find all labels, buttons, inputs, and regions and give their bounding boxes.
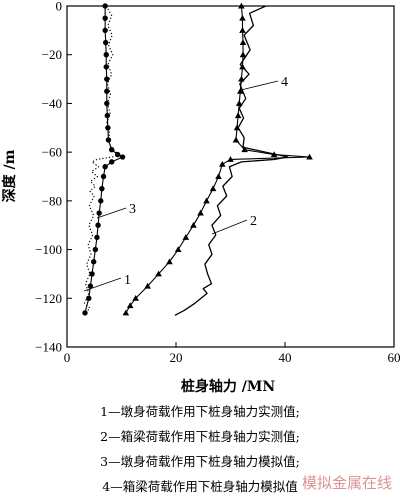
y-tick-label: −60 <box>42 145 62 160</box>
series-3-point <box>108 159 115 165</box>
legend-item-2: 2—箱梁荷载作用下桩身轴力实测值; <box>100 429 300 444</box>
label-leader-4 <box>240 80 279 91</box>
legend-item-3: 3—墩身荷载作用下桩身轴力模拟值; <box>100 454 300 469</box>
series-4-point <box>182 234 190 240</box>
series-4-point <box>237 87 244 94</box>
series-3-point <box>104 112 111 119</box>
y-tick-label: −20 <box>42 47 62 62</box>
series-4-point <box>209 185 217 192</box>
label-leader-1 <box>83 277 122 292</box>
y-tick-label: −140 <box>35 340 62 355</box>
series-4-point <box>239 63 246 70</box>
series-3-point <box>96 210 102 216</box>
y-axis-ticks: 0 −20 −40 −60 −80 −100 −120 −140 <box>35 0 72 355</box>
series-4-point <box>232 136 240 143</box>
series-3-point <box>104 100 110 107</box>
series-layer <box>82 2 313 316</box>
series-4-point <box>132 294 139 301</box>
series-4-point <box>234 112 242 119</box>
series-4-point <box>174 246 182 253</box>
legend-item-1: 1—墩身荷载作用下桩身轴力实测值; <box>100 404 300 419</box>
label-leader-2 <box>211 219 248 235</box>
series-4-point <box>241 146 248 153</box>
series-line-2 <box>174 5 289 316</box>
series-4-point <box>239 39 247 46</box>
series-3-point <box>103 64 109 70</box>
series-4-point <box>215 173 222 179</box>
series-4-point <box>219 161 226 167</box>
series-3-point <box>102 39 109 46</box>
series-3-point <box>94 234 100 241</box>
series-3-point <box>98 198 104 204</box>
y-tick-label: −120 <box>35 291 62 306</box>
series-3-point <box>105 137 112 143</box>
series-3-point <box>108 147 115 153</box>
series-line-3 <box>84 6 124 314</box>
series-3-point <box>87 283 94 289</box>
series-4-point <box>233 124 241 131</box>
series-3-point <box>114 151 121 158</box>
series-4-point <box>239 27 246 33</box>
series-4-point <box>126 302 134 309</box>
series-4-point <box>235 100 243 106</box>
series-line-4 <box>125 5 311 314</box>
series-4-point <box>227 156 234 162</box>
series-4-point <box>239 14 246 21</box>
curve-label-4: 4 <box>281 75 288 90</box>
series-4-point <box>306 153 313 160</box>
series-4-point <box>155 270 162 277</box>
series-4-point <box>203 197 210 204</box>
series-3-point <box>104 76 110 82</box>
series-line-1 <box>83 5 120 314</box>
series-3-point <box>103 52 109 58</box>
curve-label-3: 3 <box>129 202 136 217</box>
series-4-point <box>197 209 204 216</box>
series-3-point <box>102 27 108 34</box>
series-3-point <box>104 88 110 94</box>
x-tick-label: 20 <box>170 350 183 365</box>
series-3-point <box>105 125 111 131</box>
series-3-point <box>89 271 95 277</box>
x-tick-label: 0 <box>64 350 71 365</box>
series-4-point <box>144 282 151 289</box>
y-axis-title: 深度 /m <box>1 149 18 202</box>
series-4-point <box>122 309 130 316</box>
series-3-point <box>95 222 101 228</box>
label-leader-3 <box>96 207 127 219</box>
x-axis-title: 桩身轴力 /MN <box>181 378 275 395</box>
series-3-point <box>86 295 92 301</box>
y-tick-label: −100 <box>35 242 62 257</box>
y-tick-label: 0 <box>56 0 63 14</box>
x-axis-ticks: 0 20 40 60 <box>64 342 400 365</box>
series-3-point <box>82 310 88 316</box>
series-3-point <box>92 246 99 253</box>
series-3-point <box>102 15 108 21</box>
curve-label-2: 2 <box>250 214 257 229</box>
series-4-point <box>166 258 173 265</box>
x-tick-label: 40 <box>279 350 292 365</box>
series-3-point <box>91 259 97 265</box>
series-3-point <box>102 164 108 170</box>
curve-label-1: 1 <box>124 273 131 288</box>
x-tick-label: 60 <box>388 350 400 365</box>
watermark-text: 模拟金属在线 <box>301 474 392 492</box>
legend-item-4: 4—箱梁荷载作用下桩身轴力模拟值 <box>102 479 298 494</box>
series-4-point <box>239 51 247 58</box>
series-4-point <box>270 151 278 158</box>
series-4-point <box>190 221 197 228</box>
series-3-point <box>100 173 107 180</box>
plot-frame <box>66 5 395 348</box>
y-tick-label: −40 <box>42 96 62 111</box>
series-4-point <box>238 75 245 82</box>
series-3-point <box>119 154 126 160</box>
series-3-point <box>99 185 105 192</box>
y-tick-label: −80 <box>42 193 62 208</box>
